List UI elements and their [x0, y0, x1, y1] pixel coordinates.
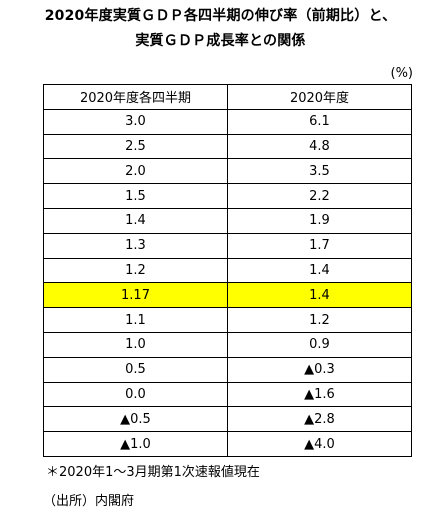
table-row: 0.0 ▲1.6 [43, 381, 412, 408]
table-header-row: 2020年度各四半期 2020年度 [43, 84, 412, 110]
quarterly-rate-cell: 0.0 [43, 381, 228, 408]
annual-rate-cell: 1.9 [227, 207, 412, 234]
table-row: 2.0 3.5 [43, 158, 412, 185]
table-body: 3.0 6.1 2.5 4.8 2.0 3.5 1.5 2.2 1.4 1.9 … [43, 108, 412, 457]
unit-label: (%) [390, 66, 414, 81]
quarterly-rate-cell: 1.17 [43, 282, 228, 309]
annual-rate-cell: 1.2 [227, 307, 412, 333]
table-row: ▲0.5 ▲2.8 [43, 406, 412, 433]
annual-rate-cell: 0.9 [227, 331, 412, 358]
annual-rate-cell: ▲2.8 [227, 406, 412, 433]
table-row: 2.5 4.8 [43, 133, 412, 160]
column-header-annual: 2020年度 [227, 84, 412, 110]
quarterly-rate-cell: 2.0 [43, 158, 228, 185]
table-title-line-2: 実質ＧＤＰ成長率との関係 [135, 33, 306, 49]
quarterly-rate-cell: 1.5 [43, 183, 228, 209]
quarterly-rate-cell: 0.5 [43, 356, 228, 383]
quarterly-rate-cell: 1.1 [43, 307, 228, 333]
quarterly-rate-cell: 1.0 [43, 331, 228, 358]
annual-rate-cell: 6.1 [227, 108, 412, 135]
annual-rate-cell: 3.5 [227, 158, 412, 185]
growth-rate-table: 2020年度各四半期 2020年度 3.0 6.1 2.5 4.8 2.0 3.… [43, 84, 412, 457]
annual-rate-cell: 1.4 [227, 282, 412, 309]
quarterly-rate-cell: ▲1.0 [43, 431, 228, 457]
annual-rate-cell: ▲0.3 [227, 356, 412, 383]
quarterly-rate-cell: ▲0.5 [43, 406, 228, 433]
table-row: 1.4 1.9 [43, 207, 412, 234]
quarterly-rate-cell: 3.0 [43, 108, 228, 135]
quarterly-rate-cell: 2.5 [43, 133, 228, 160]
table-row: 1.2 1.4 [43, 257, 412, 284]
footnote-source: （出所）内閣府 [43, 494, 135, 509]
column-header-quarterly: 2020年度各四半期 [43, 84, 228, 110]
table-row: 1.1 1.2 [43, 307, 412, 333]
table-row: 0.5 ▲0.3 [43, 356, 412, 383]
quarterly-rate-cell: 1.4 [43, 207, 228, 234]
annual-rate-cell: ▲4.0 [227, 431, 412, 457]
quarterly-rate-cell: 1.3 [43, 232, 228, 259]
table-title-line-1: 2020年度実質ＧＤＰ各四半期の伸び率（前期比）と、 [44, 8, 397, 24]
annual-rate-cell: ▲1.6 [227, 381, 412, 408]
table-row: 1.0 0.9 [43, 331, 412, 358]
quarterly-rate-cell: 1.2 [43, 257, 228, 284]
annual-rate-cell: 1.7 [227, 232, 412, 259]
highlighted-table-row: 1.17 1.4 [43, 282, 412, 309]
annual-rate-cell: 1.4 [227, 257, 412, 284]
table-row: 1.3 1.7 [43, 232, 412, 259]
annual-rate-cell: 4.8 [227, 133, 412, 160]
footnote-release-basis: ＊2020年1～3月期第1次速報値現在 [46, 465, 260, 480]
table-row: 3.0 6.1 [43, 108, 412, 135]
annual-rate-cell: 2.2 [227, 183, 412, 209]
table-row: 1.5 2.2 [43, 183, 412, 209]
table-row: ▲1.0 ▲4.0 [43, 431, 412, 457]
